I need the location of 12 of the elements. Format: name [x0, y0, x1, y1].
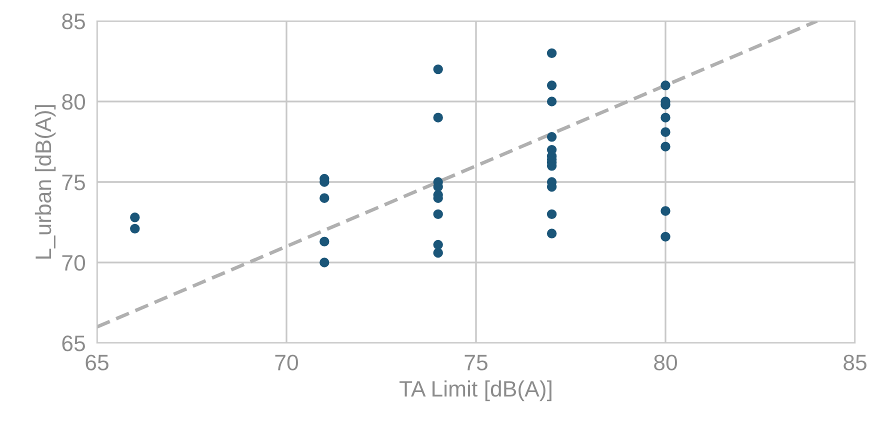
y-tick-label: 65	[62, 336, 85, 352]
x-tick-label: 70	[275, 354, 298, 370]
y-tick-label: 85	[62, 14, 85, 30]
x-tick-label: 65	[86, 354, 108, 370]
y-tick-label: 80	[62, 94, 86, 110]
x-tick-label: 80	[654, 354, 677, 370]
x-tick-label: 75	[464, 354, 488, 370]
y-tick-label: 70	[62, 255, 86, 271]
x-axis-title: TA Limit [dB(A)]	[400, 380, 552, 402]
y-axis-title: L_urban [dB(A)]	[34, 105, 56, 259]
x-tick-label: 85	[844, 354, 866, 370]
y-tick-label: 75	[62, 174, 85, 190]
